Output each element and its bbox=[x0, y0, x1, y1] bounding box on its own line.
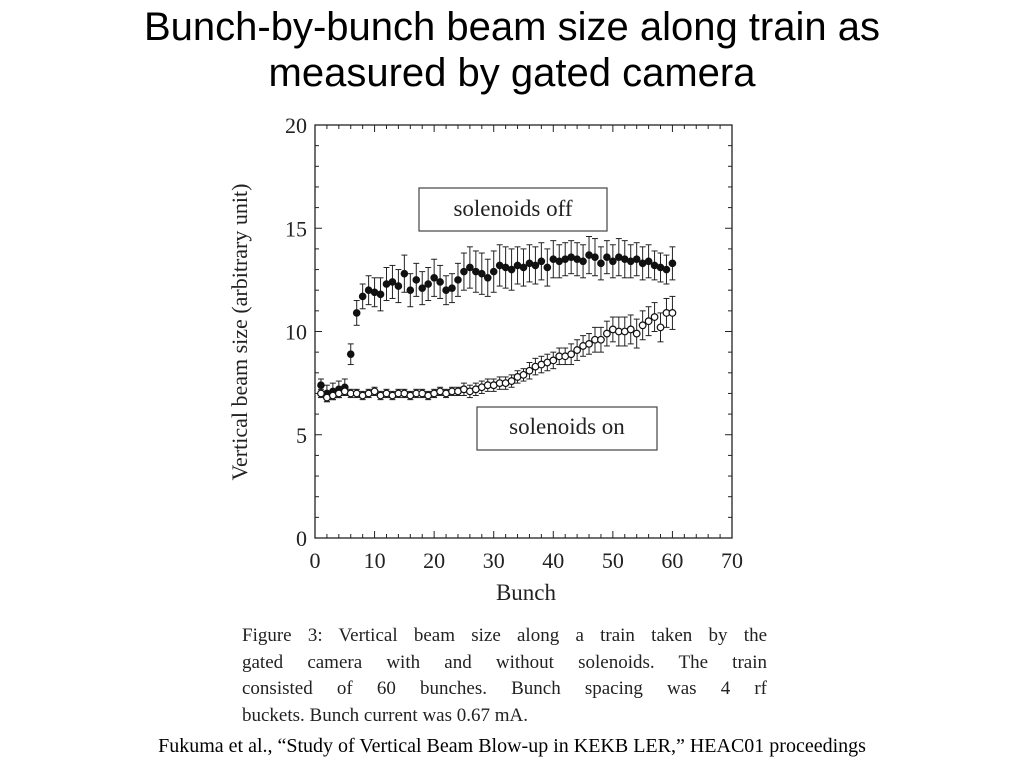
caption-line-4: buckets. Bunch current was 0.67 mA. bbox=[242, 704, 528, 726]
data-point-solenoids-off bbox=[376, 290, 385, 299]
data-point-solenoids-on bbox=[638, 321, 647, 330]
data-point-solenoids-off bbox=[591, 253, 599, 261]
data-point-solenoids-off bbox=[448, 284, 456, 292]
y-tick-label: 5 bbox=[296, 423, 307, 448]
data-point-solenoids-off bbox=[466, 263, 474, 272]
data-point-solenoids-on bbox=[370, 387, 379, 396]
x-tick-label: 40 bbox=[542, 548, 564, 573]
data-point-solenoids-on bbox=[668, 309, 677, 317]
data-point-solenoids-off bbox=[644, 257, 653, 266]
data-point-solenoids-off bbox=[579, 257, 587, 266]
x-tick-label: 0 bbox=[310, 548, 321, 573]
data-point-solenoids-off bbox=[424, 280, 432, 288]
data-point-solenoids-on bbox=[650, 313, 659, 321]
data-point-solenoids-on bbox=[603, 329, 611, 338]
y-tick-label: 20 bbox=[285, 113, 307, 138]
x-tick-label: 10 bbox=[364, 548, 386, 573]
data-point-solenoids-on bbox=[519, 370, 528, 379]
y-tick-label: 10 bbox=[285, 320, 307, 345]
data-point-solenoids-off bbox=[483, 274, 492, 282]
data-point-solenoids-off bbox=[406, 286, 415, 295]
y-tick-label: 15 bbox=[285, 216, 307, 241]
y-tick-label: 0 bbox=[296, 526, 307, 551]
data-point-solenoids-on bbox=[317, 389, 325, 398]
data-point-solenoids-on bbox=[626, 325, 635, 334]
data-point-solenoids-on bbox=[567, 350, 576, 359]
data-point-solenoids-off bbox=[388, 278, 397, 286]
data-point-solenoids-off bbox=[454, 276, 462, 284]
data-point-solenoids-off bbox=[519, 263, 528, 272]
caption-line-2: gated camera with and without solenoids.… bbox=[242, 651, 767, 673]
citation-footer: Fukuma et al., “Study of Vertical Beam B… bbox=[158, 735, 866, 757]
data-point-solenoids-off bbox=[430, 274, 438, 282]
x-tick-label: 20 bbox=[423, 548, 445, 573]
data-point-solenoids-off bbox=[394, 282, 403, 290]
slide-title-line-2: measured by gated camera bbox=[268, 51, 756, 95]
annotation-box-solenoids-on bbox=[476, 406, 658, 451]
data-point-solenoids-off bbox=[412, 276, 421, 284]
data-point-solenoids-on bbox=[525, 366, 534, 375]
data-point-solenoids-off bbox=[317, 381, 325, 389]
data-point-solenoids-off bbox=[507, 265, 516, 274]
y-axis-label: Vertical beam size (arbitrary unit) bbox=[227, 184, 252, 481]
data-point-solenoids-on bbox=[632, 329, 641, 338]
data-point-solenoids-off bbox=[400, 269, 409, 278]
data-point-solenoids-on bbox=[644, 317, 653, 326]
data-point-solenoids-off bbox=[358, 292, 367, 301]
x-tick-label: 60 bbox=[661, 548, 683, 573]
data-point-solenoids-on bbox=[573, 346, 582, 354]
data-point-solenoids-off bbox=[352, 309, 361, 317]
slide-title-line-1: Bunch-by-bunch beam size along train as bbox=[144, 5, 880, 49]
x-axis-label: Bunch bbox=[496, 580, 557, 605]
x-tick-label: 50 bbox=[602, 548, 624, 573]
data-point-solenoids-off bbox=[597, 259, 605, 268]
data-point-solenoids-off bbox=[346, 350, 355, 359]
data-point-solenoids-on bbox=[585, 339, 593, 348]
data-point-solenoids-off bbox=[531, 261, 540, 270]
data-point-solenoids-off bbox=[662, 265, 671, 274]
data-point-solenoids-on bbox=[549, 356, 558, 365]
x-tick-label: 30 bbox=[483, 548, 505, 573]
annotation-solenoids-off: solenoids off bbox=[453, 196, 572, 221]
data-point-solenoids-off bbox=[603, 253, 611, 261]
data-point-solenoids-off bbox=[543, 263, 552, 272]
data-point-solenoids-off bbox=[668, 259, 677, 268]
caption-line-1: Figure 3: Vertical beam size along a tra… bbox=[242, 625, 767, 646]
data-point-solenoids-off bbox=[632, 255, 641, 264]
figure-caption: Figure 3: Vertical beam size along a tra… bbox=[242, 623, 767, 729]
data-point-solenoids-off bbox=[436, 278, 444, 286]
data-point-solenoids-off bbox=[478, 269, 486, 278]
data-point-solenoids-off bbox=[489, 267, 498, 276]
plot-frame bbox=[314, 124, 733, 539]
data-point-solenoids-off bbox=[418, 284, 427, 292]
data-point-solenoids-on bbox=[656, 323, 665, 332]
caption-line-3: consisted of 60 bunches. Bunch spacing w… bbox=[242, 678, 767, 699]
data-point-solenoids-off bbox=[537, 257, 546, 266]
data-point-solenoids-on bbox=[507, 377, 516, 385]
x-tick-label: 70 bbox=[721, 548, 743, 573]
data-point-solenoids-off bbox=[460, 267, 468, 276]
data-point-solenoids-on bbox=[597, 335, 605, 344]
slide-title: Bunch-by-bunch beam size along train as … bbox=[0, 4, 1024, 96]
annotation-box-solenoids-off bbox=[418, 187, 608, 232]
annotation-solenoids-on: solenoids on bbox=[509, 414, 625, 439]
data-point-solenoids-off bbox=[609, 257, 617, 266]
